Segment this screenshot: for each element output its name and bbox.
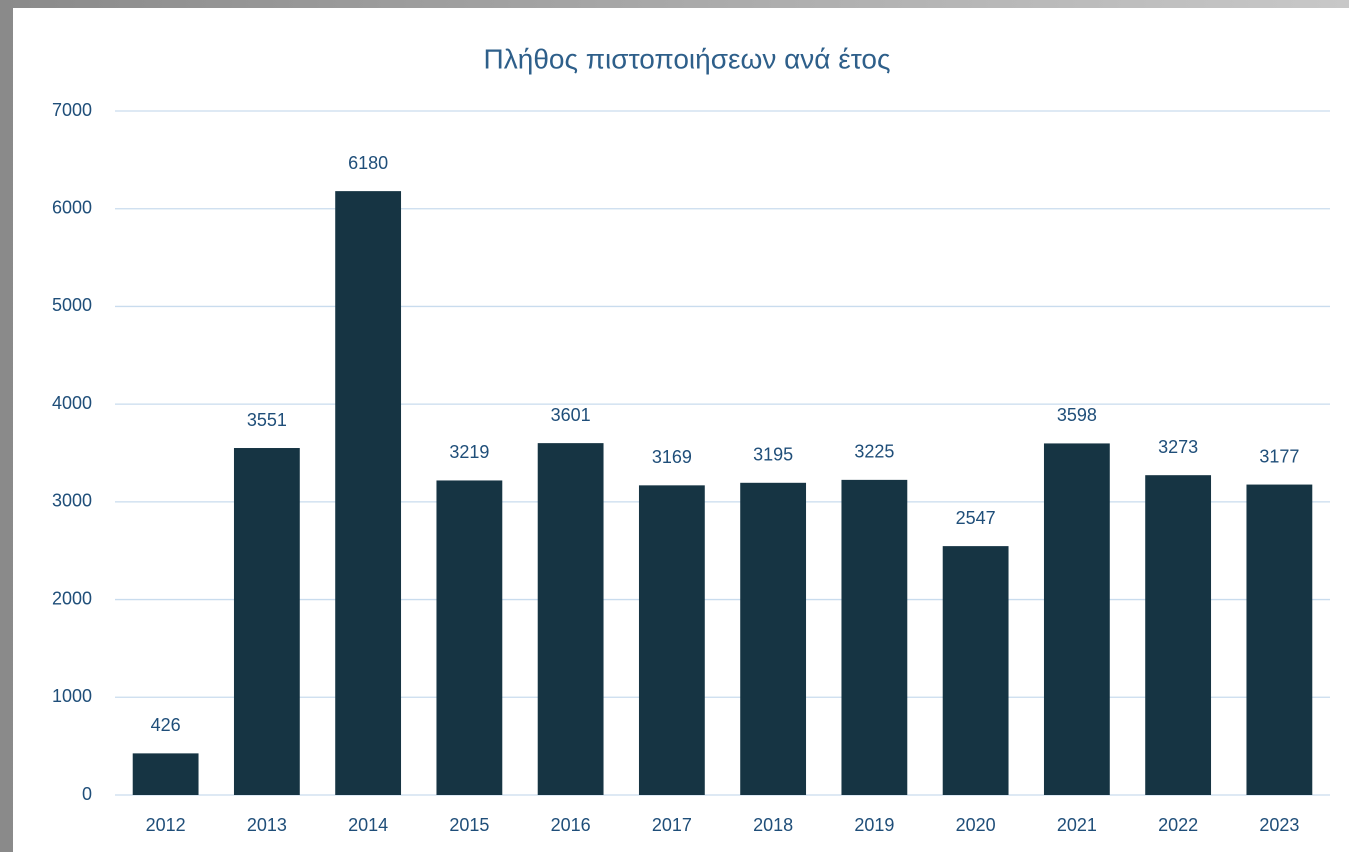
y-tick-label: 2000: [52, 588, 92, 608]
bar: [436, 480, 503, 795]
bar: [132, 753, 199, 795]
data-label: 3598: [1057, 405, 1097, 425]
data-label: 3601: [551, 405, 591, 425]
x-tick-label: 2012: [146, 815, 186, 835]
x-tick-label: 2023: [1259, 815, 1299, 835]
bar: [740, 482, 807, 795]
data-label: 3225: [854, 442, 894, 462]
bar: [335, 191, 402, 795]
y-tick-label: 3000: [52, 491, 92, 511]
x-tick-label: 2019: [854, 815, 894, 835]
x-tick-label: 2015: [449, 815, 489, 835]
x-tick-label: 2014: [348, 815, 388, 835]
x-tick-label: 2017: [652, 815, 692, 835]
y-tick-label: 5000: [52, 295, 92, 315]
y-tick-label: 7000: [52, 100, 92, 120]
data-label: 426: [151, 715, 181, 735]
x-tick-label: 2021: [1057, 815, 1097, 835]
data-label: 3551: [247, 410, 287, 430]
y-tick-label: 0: [82, 784, 92, 804]
y-tick-label: 4000: [52, 393, 92, 413]
bar: [638, 485, 705, 795]
bar: [942, 546, 1009, 795]
bar: [1145, 475, 1212, 795]
x-tick-label: 2013: [247, 815, 287, 835]
x-tick-label: 2016: [551, 815, 591, 835]
x-tick-label: 2020: [956, 815, 996, 835]
bar: [1043, 443, 1110, 795]
data-label: 3219: [449, 442, 489, 462]
data-label: 2547: [956, 508, 996, 528]
data-label: 3177: [1259, 446, 1299, 466]
y-tick-label: 6000: [52, 197, 92, 217]
data-label: 6180: [348, 153, 388, 173]
bar: [233, 448, 300, 795]
chart-title: Πλήθος πιστοποιήσεων ανά έτος: [484, 43, 891, 74]
data-label: 3273: [1158, 437, 1198, 457]
x-tick-label: 2022: [1158, 815, 1198, 835]
y-tick-label: 1000: [52, 686, 92, 706]
bar: [841, 479, 908, 795]
bar: [537, 443, 604, 795]
x-tick-label: 2018: [753, 815, 793, 835]
bar: [1246, 484, 1313, 795]
data-label: 3169: [652, 447, 692, 467]
data-label: 3195: [753, 445, 793, 465]
